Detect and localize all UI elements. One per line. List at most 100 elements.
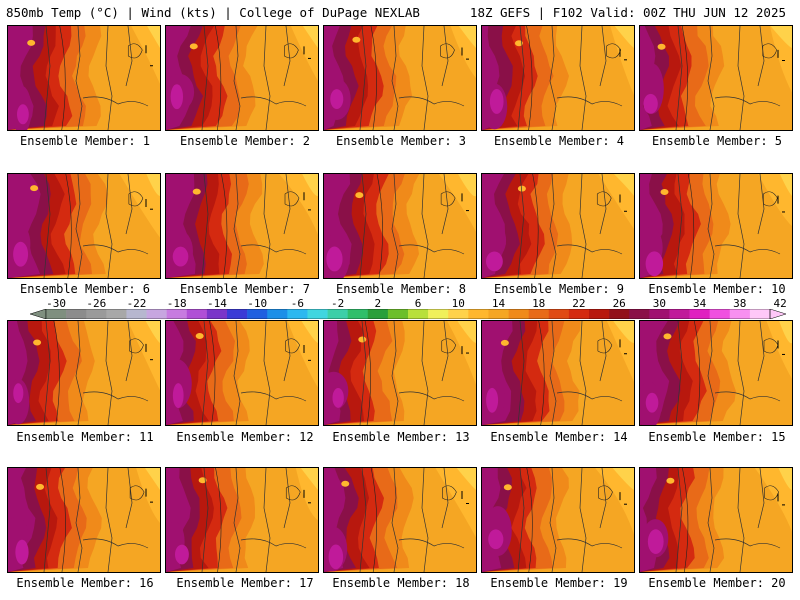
colorbar-tick-label: -6 [290,297,305,310]
colorbar-swatch [347,309,369,319]
ensemble-member-map-15 [639,320,793,426]
ensemble-member-map-9 [481,173,635,279]
ensemble-member-label: Ensemble Member: 20 [648,576,786,590]
ensemble-member-label: Ensemble Member: 3 [335,134,467,148]
temperature-colorbar [30,309,787,319]
colorbar-swatch [408,309,429,319]
colorbar-swatch [307,309,328,319]
ensemble-member-map-16 [7,467,161,573]
colorbar-swatch [267,309,288,319]
colorbar-swatch [66,309,87,319]
colorbar-swatch [106,309,127,319]
ensemble-member-map-18 [323,467,477,573]
colorbar-swatch [367,309,389,319]
colorbar-swatch [46,309,67,319]
colorbar-swatch [488,309,509,319]
ensemble-member-label: Ensemble Member: 12 [176,430,314,444]
ensemble-member-map-11 [7,320,161,426]
ensemble-member-map-20 [639,467,793,573]
colorbar-low-arrow [30,309,47,319]
ensemble-member-label: Ensemble Member: 13 [332,430,470,444]
ensemble-member-map-10 [639,173,793,279]
colorbar-tick-label: 38 [733,297,747,310]
ensemble-member-map-7 [165,173,319,279]
colorbar-tick-label: -14 [206,297,227,310]
colorbar-swatch [166,309,188,319]
colorbar-tick-label: 30 [652,297,667,310]
ensemble-member-label: Ensemble Member: 15 [648,430,786,444]
colorbar-swatch [649,309,670,319]
ensemble-member-label: Ensemble Member: 4 [493,134,625,148]
ensemble-member-label: Ensemble Member: 18 [332,576,470,590]
colorbar-swatch [86,309,107,319]
colorbar-swatch [669,309,690,319]
colorbar-swatch [186,309,208,319]
colorbar-tick-label: 18 [532,297,546,310]
ensemble-member-map-2 [165,25,319,131]
colorbar-swatch [327,309,348,319]
ensemble-member-label: Ensemble Member: 6 [19,282,151,296]
ensemble-member-map-13 [323,320,477,426]
colorbar-swatch [749,309,771,319]
colorbar-swatch [287,309,308,319]
ensemble-member-label: Ensemble Member: 14 [490,430,628,444]
ensemble-member-map-4 [481,25,635,131]
colorbar-tick-label: -10 [247,297,268,310]
ensemble-member-label: Ensemble Member: 7 [179,282,311,296]
colorbar-swatch [729,309,751,319]
colorbar-tick-label: 6 [414,297,422,310]
colorbar-swatch [206,309,228,319]
colorbar-swatch [548,309,570,319]
colorbar-swatch [468,309,489,319]
colorbar-swatch [227,309,248,319]
ensemble-member-label: Ensemble Member: 8 [335,282,467,296]
colorbar-tick-label: -30 [46,297,67,310]
colorbar-swatch [528,309,550,319]
colorbar-swatch [126,309,147,319]
colorbar-tick-label: -22 [126,297,147,310]
ensemble-member-label: Ensemble Member: 9 [493,282,625,296]
ensemble-member-map-1 [7,25,161,131]
ensemble-member-label: Ensemble Member: 16 [16,576,154,590]
ensemble-member-map-19 [481,467,635,573]
colorbar-swatch [568,309,590,319]
ensemble-member-label: Ensemble Member: 2 [179,134,311,148]
colorbar-swatch [609,309,630,319]
ensemble-member-label: Ensemble Member: 17 [176,576,314,590]
colorbar-swatch [387,309,409,319]
colorbar-high-arrow [769,309,787,319]
colorbar-tick-label: 26 [612,297,626,310]
ensemble-member-label: Ensemble Member: 1 [19,134,151,148]
colorbar-swatch [146,309,167,319]
ensemble-member-map-3 [323,25,477,131]
model-run-info: 18Z GEFS | F102 Valid: 00Z THU JUN 12 20… [469,5,786,20]
colorbar-tick-label: 42 [773,297,787,310]
ensemble-member-label: Ensemble Member: 11 [16,430,154,444]
colorbar-swatch [247,309,268,319]
colorbar-tick-label: 2 [374,297,382,310]
ensemble-member-map-14 [481,320,635,426]
colorbar-tick-label: -26 [86,297,107,310]
colorbar-tick-label: 34 [692,297,707,310]
map-title: 850mb Temp (°C) | Wind (kts) | College o… [6,5,420,20]
colorbar-swatch [629,309,650,319]
colorbar-swatch [448,309,469,319]
colorbar-swatch [689,309,710,319]
colorbar-tick-label: 10 [451,297,465,310]
colorbar-swatch [589,309,610,319]
colorbar-tick-label: 22 [572,297,586,310]
ensemble-member-label: Ensemble Member: 19 [490,576,628,590]
ensemble-member-label: Ensemble Member: 10 [648,282,786,296]
ensemble-member-map-12 [165,320,319,426]
ensemble-member-map-17 [165,467,319,573]
colorbar-tick-label: 14 [491,297,506,310]
ensemble-member-map-5 [639,25,793,131]
colorbar-tick-label: -2 [330,297,345,310]
colorbar-swatch [508,309,529,319]
colorbar-swatch [709,309,731,319]
ensemble-member-label: Ensemble Member: 5 [651,134,783,148]
colorbar-swatch [428,309,449,319]
colorbar-tick-label: -18 [166,297,187,310]
ensemble-member-map-6 [7,173,161,279]
ensemble-member-map-8 [323,173,477,279]
